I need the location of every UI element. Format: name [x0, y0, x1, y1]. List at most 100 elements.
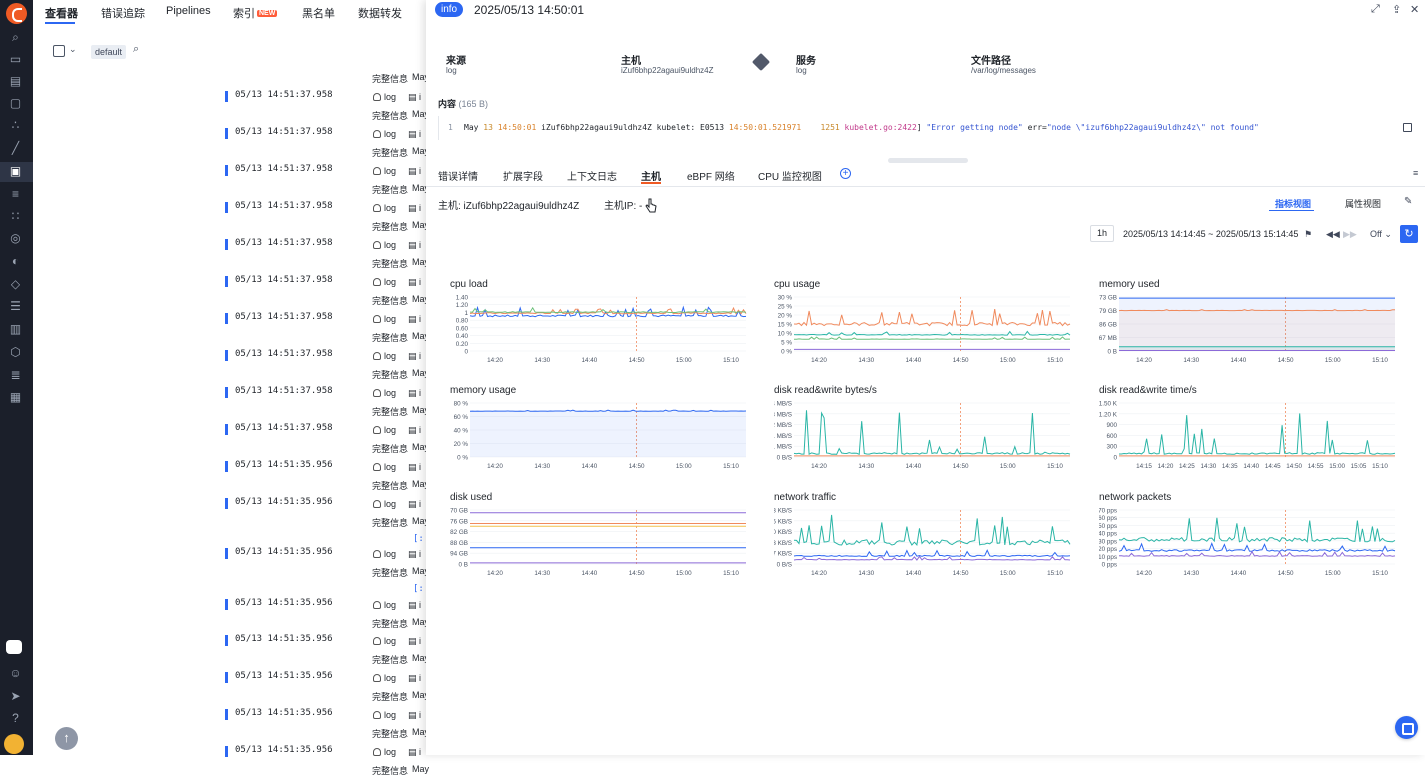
log-time: 05/13 14:51:37.958 [235, 164, 333, 174]
metric-chart[interactable]: memory used 3.73 GB 2.79 GB 1.86 GB 953.67 M… [1099, 279, 1399, 379]
log-source-text: log [384, 425, 397, 435]
apps-icon[interactable]: ∷ [11, 209, 20, 223]
series-line [1119, 550, 1396, 557]
monitor-icon[interactable]: ▭ [9, 52, 22, 66]
tab-ebpf-network[interactable]: eBPF 网络 [687, 172, 735, 183]
x-tick-label: 15:10 [1047, 570, 1063, 577]
database-icon[interactable]: ☰ [10, 299, 21, 313]
edit-icon[interactable]: ✎ [1404, 196, 1413, 207]
log-message[interactable]: May 13 14:50:01 iZuf6bhp22agaui9uldhz4Z … [464, 123, 1259, 132]
msg-part: 14:50:01.521971 [728, 123, 802, 132]
help-icon[interactable]: ? [12, 711, 19, 725]
service-value[interactable]: log [796, 66, 807, 75]
resize-handle[interactable] [888, 158, 968, 163]
fullscreen-icon[interactable]: ⤢ [1371, 3, 1380, 15]
host-value[interactable]: iZuf6bhp22agaui9uldhz4Z [621, 66, 714, 75]
y-tick-label: 0 B/S [777, 562, 792, 569]
calendar-icon[interactable]: ▤ [9, 74, 22, 88]
y-tick-label: 20 pps [1099, 546, 1117, 553]
settings-sliders-icon[interactable]: ≣ [10, 368, 21, 382]
user-icon[interactable]: ☺ [9, 666, 22, 680]
app-logo-icon[interactable] [6, 3, 27, 24]
space-chip[interactable]: default [91, 45, 127, 59]
tab-data-forwarding[interactable]: 数据转发 [358, 8, 402, 20]
metric-chart[interactable]: network traffic 48.83 KB/S 39.06 KB/S 29.30… [774, 492, 1074, 592]
share-icon[interactable]: ⇪ [1392, 4, 1402, 16]
log-viewer-icon[interactable]: ▣ [9, 164, 22, 178]
log-source: log [373, 92, 396, 102]
ai-assistant-button[interactable] [1395, 716, 1418, 739]
tab-cpu-monitor[interactable]: CPU 监控视图 [758, 172, 822, 183]
forward-icon[interactable]: ▶▶ [1343, 229, 1357, 239]
divider [426, 186, 1425, 187]
log-source: log [373, 166, 396, 176]
tab-index[interactable]: 索引 NEW [233, 5, 278, 21]
metrics-view-toggle[interactable]: 指标视图 [1275, 199, 1312, 209]
scroll-to-top-button[interactable]: ↑ [55, 727, 78, 750]
storage-icon[interactable]: ▥ [9, 322, 22, 336]
level-bar [225, 202, 228, 213]
metric-chart[interactable]: network packets 70 pps 60 pps 50 pps 40 pps 3… [1099, 492, 1399, 592]
rewind-icon[interactable]: ◀◀ [1326, 229, 1340, 239]
pin-icon[interactable]: ⚑ [1304, 229, 1313, 239]
metric-chart[interactable]: cpu load 1.40 1.20 1 0.80 0.60 0.40 0.20 0 14:20 1… [450, 279, 750, 379]
shield-icon[interactable]: ◇ [10, 277, 21, 291]
time-range-text[interactable]: 2025/05/13 14:14:45 ~ 2025/05/13 15:14:4… [1123, 229, 1299, 239]
tab-error-details[interactable]: 错误详情 [438, 172, 478, 183]
filter-icon[interactable]: ≡ [11, 187, 19, 201]
y-tick-label: 1.40 [456, 295, 469, 302]
metric-chart[interactable]: disk used 139.70 GB 111.76 GB 83.82 GB 55.88… [450, 492, 750, 592]
chevron-down-icon[interactable]: ⌄ [69, 44, 77, 54]
level-badge: info [435, 2, 464, 17]
y-tick-label: 30 pps [1099, 538, 1117, 545]
collapse-icon[interactable]: ≡ [1413, 168, 1419, 178]
y-tick-label: 55.88 GB [450, 540, 468, 547]
list-marker: i [419, 203, 422, 213]
metrics-icon[interactable]: ╱ [11, 141, 20, 155]
time-range-button[interactable]: 1h [1090, 225, 1114, 242]
list-icon: ▤ i [408, 388, 422, 398]
log-source: log [373, 203, 396, 213]
billing-icon[interactable]: ▦ [9, 390, 22, 404]
copy-icon[interactable] [1403, 123, 1412, 132]
full-info-label: 完整信息 [372, 729, 409, 739]
scan-icon[interactable]: ▢ [9, 96, 22, 110]
metric-chart[interactable]: disk read&write bytes/s 9.54 MB/S 7.63 MB/… [774, 385, 1074, 485]
tab-error-tracking[interactable]: 错误追踪 [101, 8, 145, 20]
search-icon[interactable]: ⌕ [133, 43, 140, 55]
tab-host[interactable]: 主机 [641, 172, 661, 183]
tab-viewer[interactable]: 查看器 [45, 8, 78, 20]
compass-icon[interactable]: ◐ [11, 254, 20, 268]
refresh-button[interactable]: ↻ [1400, 225, 1418, 243]
metric-chart[interactable]: cpu usage 30 % 25 % 20 % 15 % 10 % 5 % 0 % 14:20… [774, 279, 1074, 379]
avatar[interactable] [4, 734, 24, 754]
attributes-view-toggle[interactable]: 属性视图 [1345, 199, 1382, 209]
send-icon[interactable]: ➤ [10, 689, 21, 703]
series-line [469, 409, 747, 412]
tab-context-logs[interactable]: 上下文日志 [567, 172, 617, 183]
add-tab-button[interactable]: + [840, 168, 851, 179]
refresh-mode-select[interactable]: Off ⌄ [1370, 229, 1392, 239]
metric-chart[interactable]: disk read&write time/s 1.50 K 1.20 K 900 600… [1099, 385, 1399, 485]
new-badge: NEW [257, 10, 278, 17]
bell-icon [373, 637, 381, 645]
tab-extended-fields[interactable]: 扩展字段 [503, 172, 543, 183]
cluster-icon[interactable]: ∴ [11, 118, 20, 132]
log-source-text: log [384, 277, 397, 287]
x-tick-label: 14:40 [1231, 570, 1247, 577]
y-tick-label: 0 [1113, 455, 1117, 462]
search-icon[interactable]: ⌕ [12, 30, 19, 44]
tab-blacklist[interactable]: 黑名单 [302, 8, 335, 20]
globe-icon[interactable]: ◎ [10, 231, 21, 245]
active-tab-underline [641, 182, 661, 184]
close-icon[interactable]: ✕ [1410, 4, 1420, 16]
log-source: log [373, 462, 396, 472]
assistant-bot-icon[interactable] [6, 640, 22, 654]
index-selector-icon[interactable] [53, 45, 65, 57]
tab-pipelines[interactable]: Pipelines [166, 5, 211, 17]
metric-chart[interactable]: memory usage 80 % 60 % 40 % 20 % 0 % 14:20 14:3… [450, 385, 750, 485]
list-marker: i [419, 673, 422, 683]
x-tick-label: 14:20 [487, 570, 503, 577]
cube-icon[interactable]: ⬡ [10, 345, 21, 359]
